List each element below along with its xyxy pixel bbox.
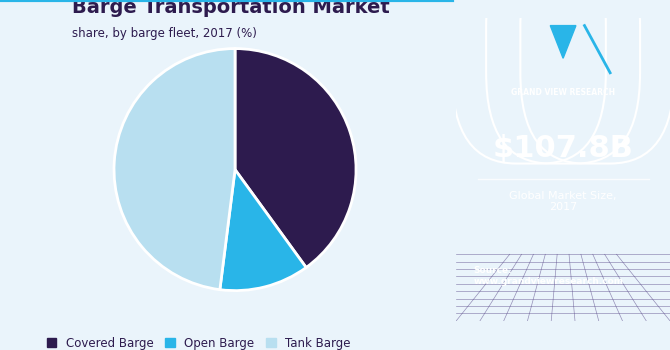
Wedge shape — [220, 170, 306, 290]
Polygon shape — [550, 26, 576, 58]
Text: Global Market Size,
2017: Global Market Size, 2017 — [509, 191, 617, 212]
Text: share, by barge fleet, 2017 (%): share, by barge fleet, 2017 (%) — [72, 27, 257, 40]
Text: $107.8B: $107.8B — [492, 134, 634, 163]
Text: Barge Transportation Market: Barge Transportation Market — [72, 0, 389, 17]
Text: Source:
www.grandviewresearch.com: Source: www.grandviewresearch.com — [473, 266, 623, 286]
Legend: Covered Barge, Open Barge, Tank Barge: Covered Barge, Open Barge, Tank Barge — [42, 332, 355, 350]
Wedge shape — [114, 49, 235, 290]
Wedge shape — [235, 49, 356, 267]
Text: GRAND VIEW RESEARCH: GRAND VIEW RESEARCH — [511, 88, 615, 97]
